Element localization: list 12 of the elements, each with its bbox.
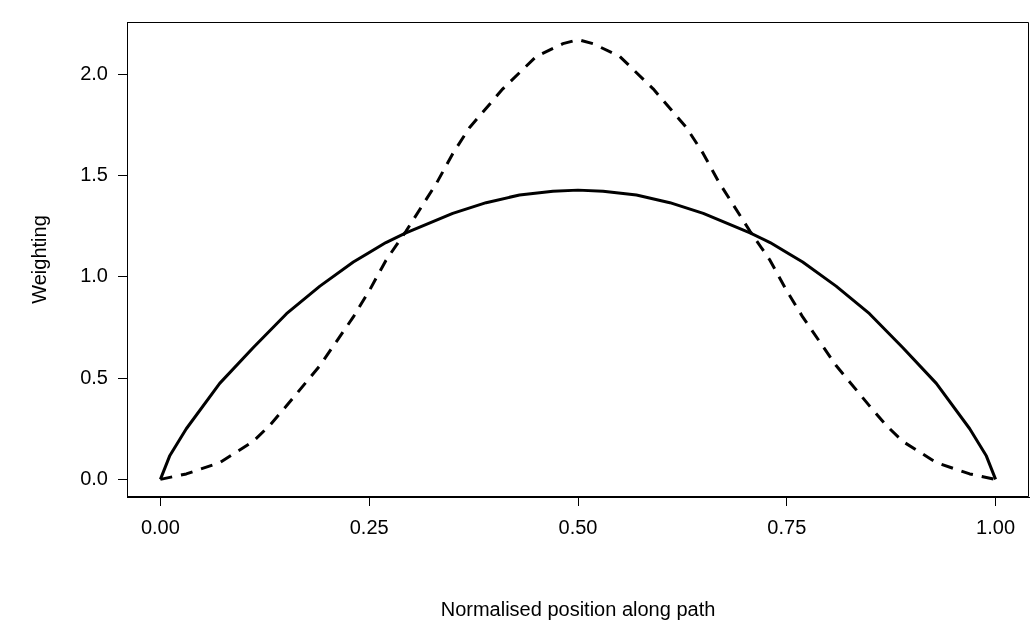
x-axis-title: Normalised position along path [440,597,716,620]
x-tick-label: 0.00 [140,515,180,538]
y-tick-label: 0.5 [80,365,108,388]
y-axis-title: Weighting [27,215,50,304]
x-tick-label: 0.25 [349,515,389,538]
y-tick-label: 1.5 [80,163,108,186]
x-tick-label: 1.00 [976,515,1016,538]
y-tick-label: 1.0 [80,264,108,287]
y-tick-label: 2.0 [80,61,108,84]
x-tick-label: 0.50 [558,515,598,538]
y-tick-label: 0.0 [80,466,108,489]
x-tick-label: 0.75 [767,515,807,538]
